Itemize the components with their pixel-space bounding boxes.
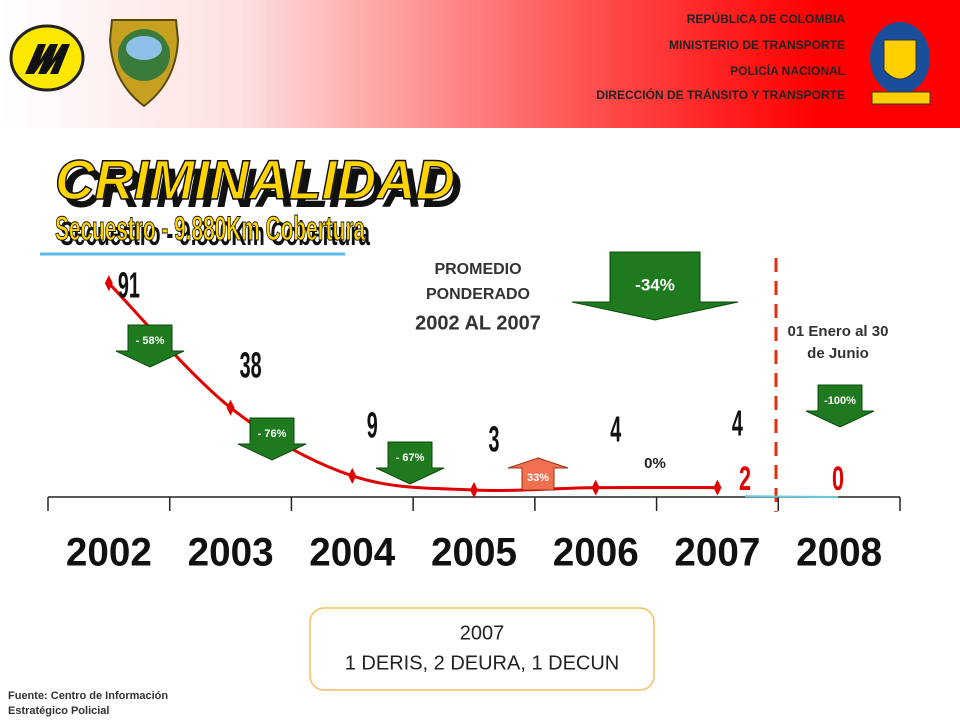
change-label: 0% xyxy=(644,455,666,472)
change-arrow xyxy=(115,324,185,368)
partial-label: 0 xyxy=(832,460,844,498)
period-note: de Junio xyxy=(807,345,869,362)
change-arrow xyxy=(805,384,875,428)
logo-coat-of-arms xyxy=(870,22,931,105)
x-tick-label: 2003 xyxy=(188,531,274,575)
x-tick-label: 2004 xyxy=(309,531,396,575)
logo-police xyxy=(108,19,180,108)
change-arrow xyxy=(507,457,569,491)
average-value: -34% xyxy=(635,275,675,294)
x-tick-label: 2008 xyxy=(796,531,882,575)
subtitle: Secuestro - 9.880Km Cobertura xyxy=(55,210,366,248)
change-label: - 67% xyxy=(396,452,425,464)
x-tick-label: 2007 xyxy=(674,531,760,575)
note-year: 2007 xyxy=(460,622,505,644)
x-tick-label: 2005 xyxy=(431,531,517,575)
data-label: 4 xyxy=(610,409,621,450)
average-arrow xyxy=(571,251,739,321)
header-line: DIRECCIÓN DE TRÁNSITO Y TRANSPORTE xyxy=(596,87,845,102)
change-label: - 76% xyxy=(258,428,287,440)
title: CRIMINALIDAD xyxy=(55,148,455,211)
point-marker xyxy=(226,399,235,416)
average-label: 2002 AL 2007 xyxy=(415,312,541,334)
logo-mt xyxy=(9,24,85,92)
data-label: 3 xyxy=(489,419,500,460)
change-arrow xyxy=(237,417,307,461)
point-marker xyxy=(591,479,600,496)
average-label: PONDERADO xyxy=(426,286,530,303)
period-note: 01 Enero al 30 xyxy=(788,323,889,340)
data-label: 4 xyxy=(732,403,743,444)
average-label: PROMEDIO xyxy=(434,261,521,278)
partial-label: 2 xyxy=(739,460,751,498)
point-marker xyxy=(104,275,113,292)
data-label: 38 xyxy=(240,345,262,386)
change-label: - 58% xyxy=(136,335,165,347)
title-shadow: CRIMINALIDAD xyxy=(62,156,462,219)
note-detail: 1 DERIS, 2 DEURA, 1 DECUN xyxy=(345,652,620,674)
source: Estratégico Policial xyxy=(8,705,109,717)
point-marker xyxy=(348,467,357,484)
data-label: 91 xyxy=(118,265,140,306)
note-box xyxy=(309,607,655,691)
source: Fuente: Centro de Información xyxy=(8,690,168,702)
header-line: POLICÍA NACIONAL xyxy=(730,63,845,78)
header-line: MINISTERIO DE TRANSPORTE xyxy=(669,38,845,52)
data-label: 9 xyxy=(367,405,378,446)
subtitle-shadow: Secuestro - 9.880Km Cobertura xyxy=(60,215,371,253)
x-tick-label: 2002 xyxy=(66,531,152,575)
x-tick-label: 2006 xyxy=(553,531,639,575)
point-marker xyxy=(470,481,478,498)
point-marker xyxy=(713,479,722,496)
change-label: -100% xyxy=(824,395,856,407)
change-arrow xyxy=(375,441,445,485)
partial-line xyxy=(744,495,839,498)
change-label: 33% xyxy=(527,472,549,484)
series-line xyxy=(107,282,718,492)
header-line: REPÚBLICA DE COLOMBIA xyxy=(687,11,846,26)
